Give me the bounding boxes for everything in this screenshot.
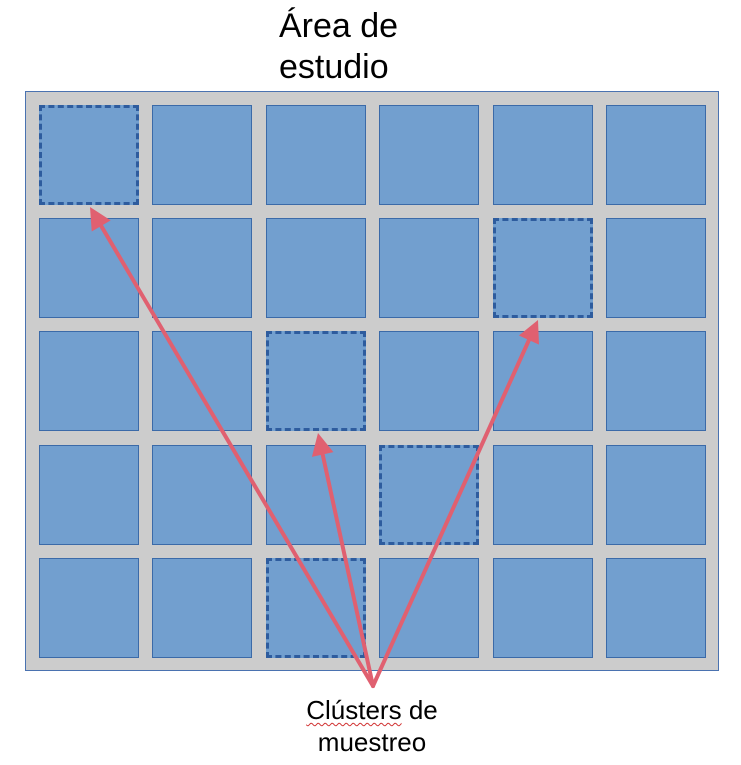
grid-cell	[266, 445, 366, 545]
sample-cluster-cell	[39, 105, 139, 205]
grid-cell	[379, 331, 479, 431]
arrowhead	[311, 433, 334, 457]
study-area-title: Área de estudio	[279, 6, 398, 88]
caption-word-clusters: Clústers	[306, 695, 402, 725]
title-line-2: estudio	[279, 48, 389, 86]
arrowhead	[518, 320, 539, 345]
grid-cell	[606, 331, 706, 431]
grid-cell	[606, 445, 706, 545]
sample-cluster-cell	[493, 218, 593, 318]
grid-cell	[39, 558, 139, 658]
study-area-grid	[25, 91, 719, 671]
grid-cell	[493, 558, 593, 658]
sample-cluster-cell	[379, 445, 479, 545]
grid-cell	[152, 558, 252, 658]
grid-cell	[39, 445, 139, 545]
grid-cell	[152, 331, 252, 431]
grid-cell	[379, 218, 479, 318]
grid-cell	[606, 105, 706, 205]
grid-cell	[266, 105, 366, 205]
grid-cell	[266, 218, 366, 318]
arrow-line	[371, 338, 531, 688]
grid-cell	[152, 105, 252, 205]
sample-cluster-cell	[266, 558, 366, 658]
grid-cell	[152, 445, 252, 545]
grid-cell	[152, 218, 252, 318]
caption-word-de: de	[401, 695, 438, 725]
caption-line-2: muestreo	[317, 727, 427, 757]
grid-cell	[379, 105, 479, 205]
caption-line-1: Clústers de	[272, 694, 472, 726]
grid-cell	[493, 105, 593, 205]
arrow-line	[99, 223, 375, 688]
title-line-1: Área de	[279, 7, 399, 45]
grid-cell	[379, 558, 479, 658]
grid-cell	[39, 331, 139, 431]
grid-cell	[493, 331, 593, 431]
caption-sampling-clusters: Clústers de muestreo	[272, 694, 472, 758]
grid-cell	[606, 218, 706, 318]
grid-cell	[606, 558, 706, 658]
arrow-line	[320, 452, 375, 688]
grid-cell	[493, 445, 593, 545]
arrowhead	[90, 207, 111, 232]
sample-cluster-cell	[266, 331, 366, 431]
grid-cell	[39, 218, 139, 318]
